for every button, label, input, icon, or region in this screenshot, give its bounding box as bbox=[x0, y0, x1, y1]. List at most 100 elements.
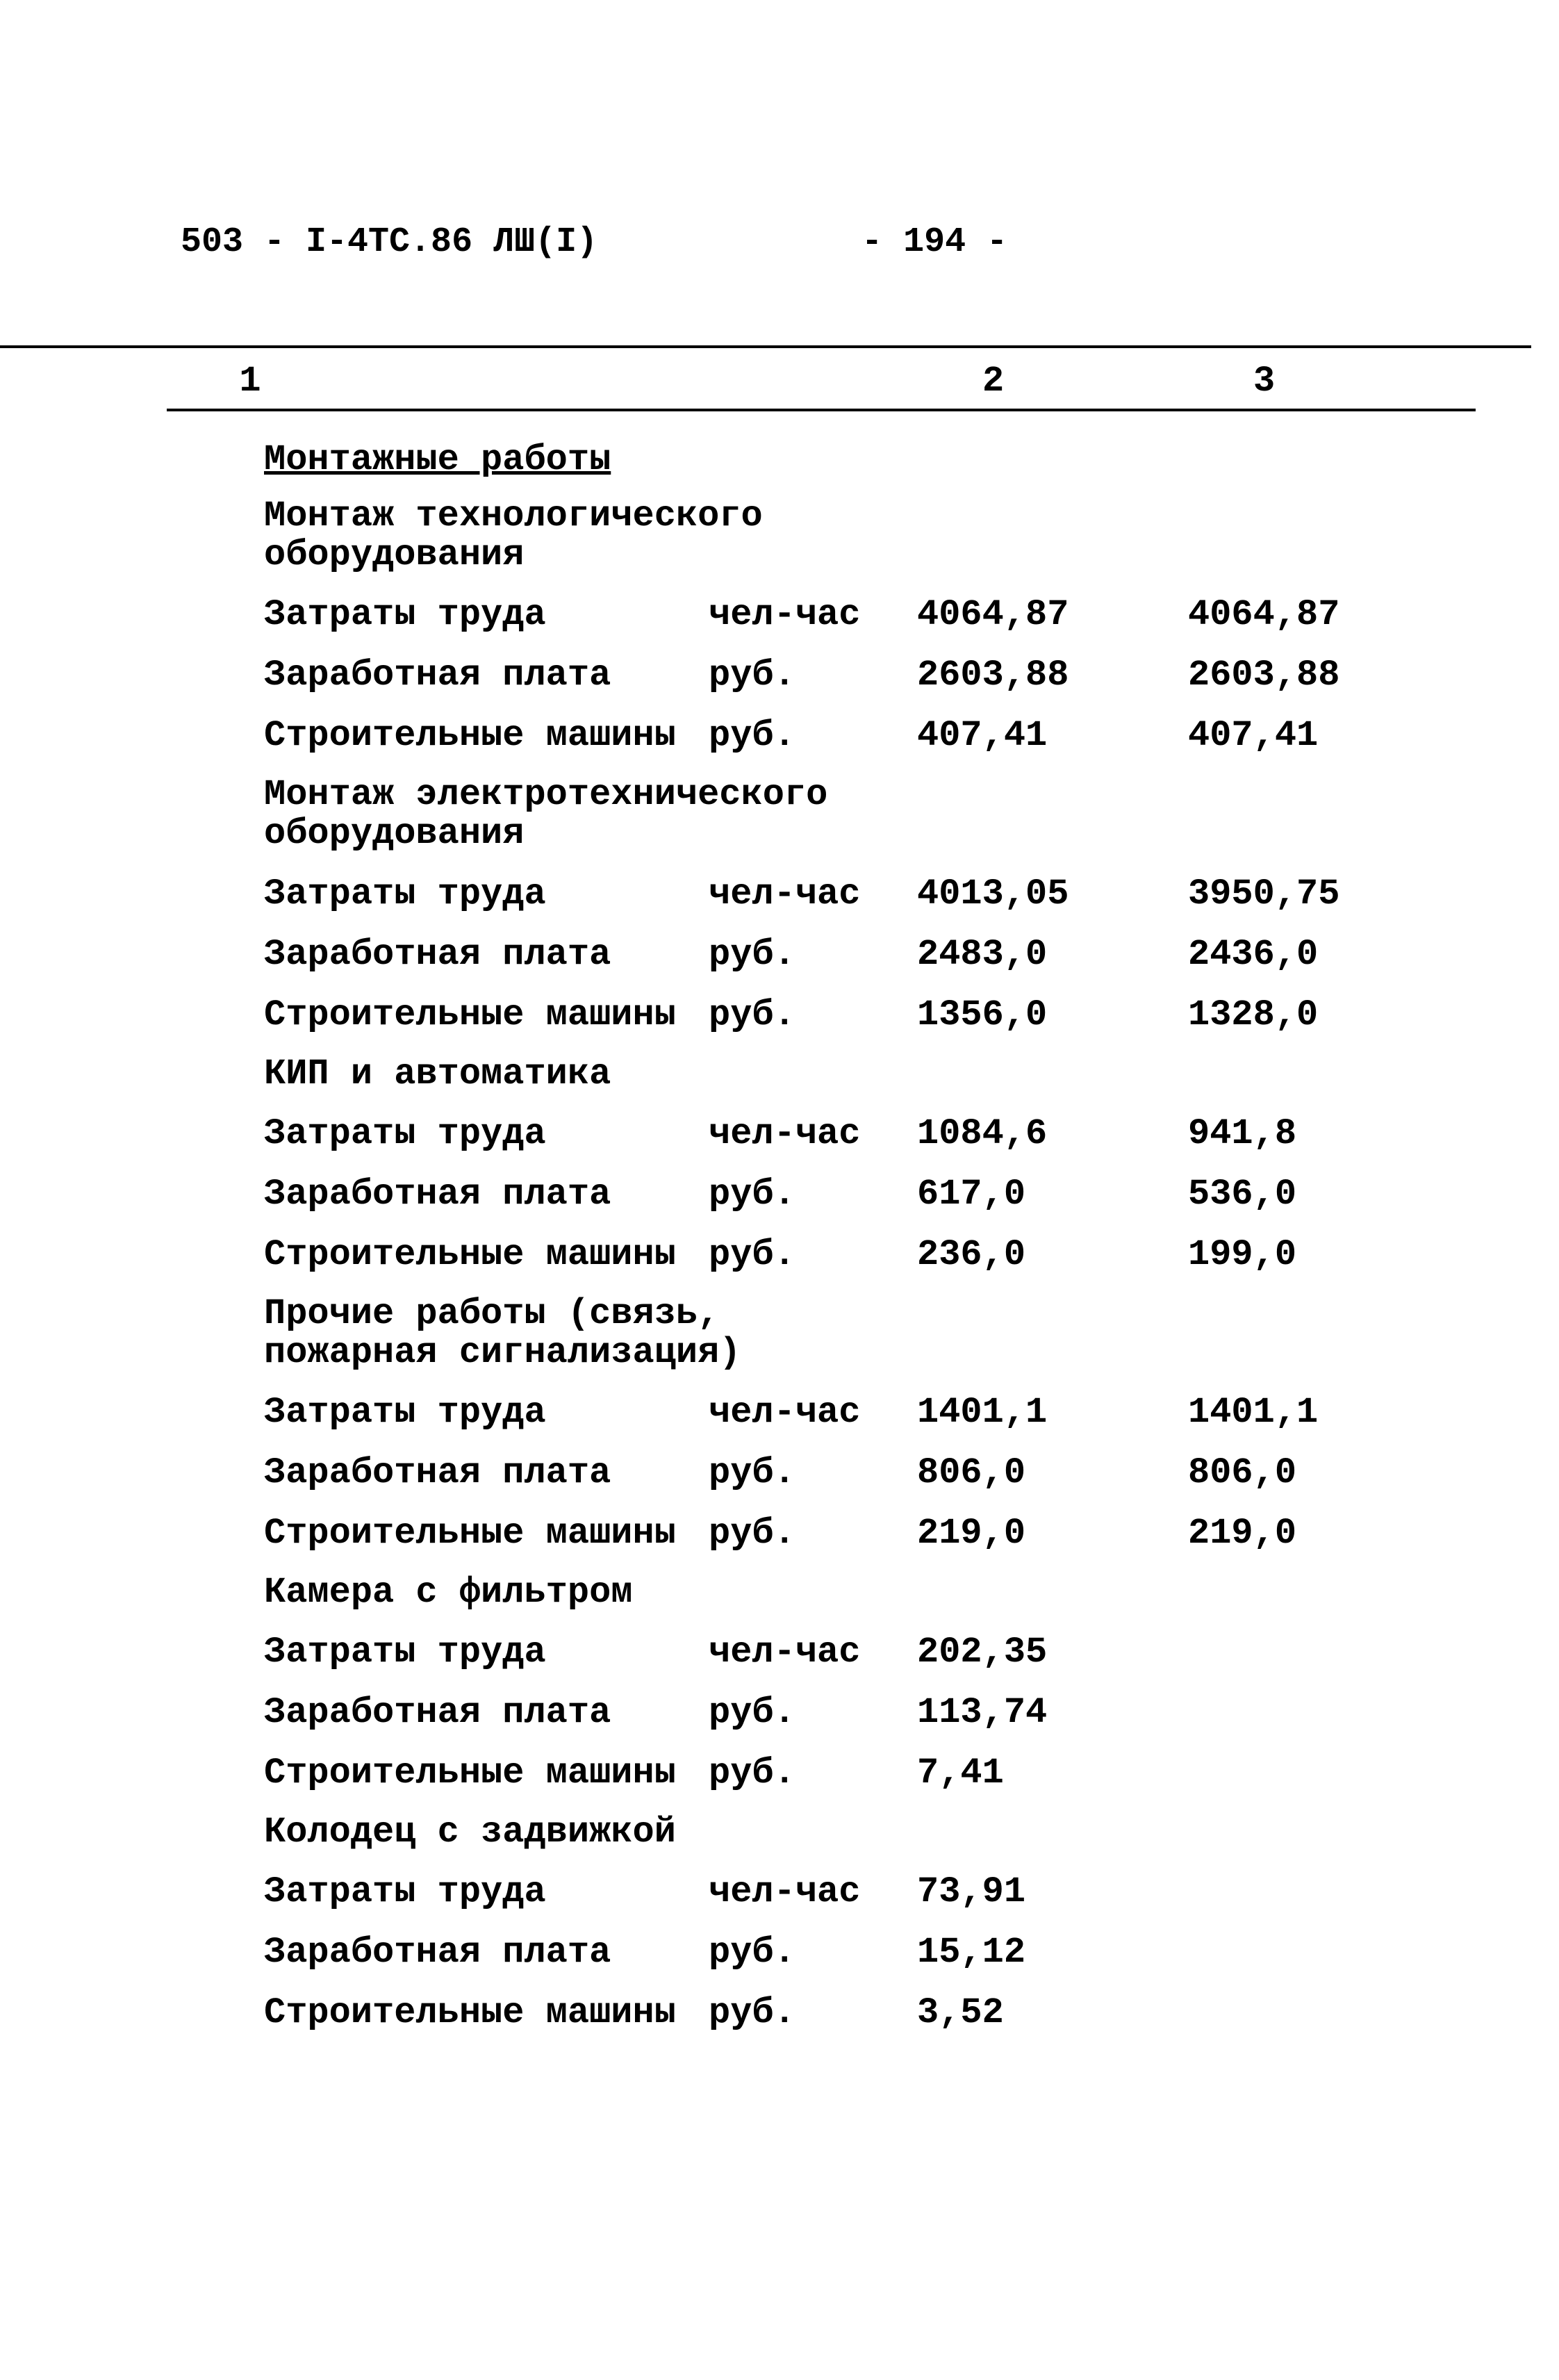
row-value-col2: 7,41 bbox=[917, 1753, 1188, 1794]
row-value-col2: 4013,05 bbox=[917, 873, 1188, 914]
row-value-col2: 1356,0 bbox=[917, 994, 1188, 1035]
row-value-col2: 3,52 bbox=[917, 1992, 1188, 2033]
row-value-col3: 219,0 bbox=[1188, 1513, 1410, 1554]
row-label: Строительные машины bbox=[139, 1753, 709, 1794]
row-value-col2: 202,35 bbox=[917, 1632, 1188, 1673]
row-value-col2: 2603,88 bbox=[917, 655, 1188, 696]
row-value-col2: 1084,6 bbox=[917, 1113, 1188, 1154]
doc-code: 503 - I-4ТС.86 ЛШ(I) bbox=[181, 222, 597, 262]
row-value-col3: 407,41 bbox=[1188, 715, 1410, 756]
document-page: 503 - I-4ТС.86 ЛШ(I) - 194 - 1 2 3 Монта… bbox=[0, 0, 1559, 2380]
row-unit: руб. bbox=[709, 715, 917, 756]
subsection-heading: КИП и автоматика bbox=[139, 1045, 834, 1103]
row-value-col2: 1401,1 bbox=[917, 1392, 1188, 1433]
column-header-row: 1 2 3 bbox=[167, 348, 1476, 411]
row-label: Заработная плата bbox=[139, 1932, 709, 1973]
row-label: Затраты труда bbox=[139, 594, 709, 635]
row-value-col3: 3950,75 bbox=[1188, 873, 1410, 914]
row-label: Строительные машины bbox=[139, 1992, 709, 2033]
table-row: Затраты трудачел-час1084,6941,8 bbox=[139, 1103, 1420, 1164]
page-number: - 194 - bbox=[861, 222, 1007, 262]
row-value-col2: 73,91 bbox=[917, 1871, 1188, 1912]
row-label: Затраты труда bbox=[139, 1871, 709, 1912]
row-unit: руб. bbox=[709, 1452, 917, 1493]
row-label: Заработная плата bbox=[139, 1692, 709, 1733]
row-unit: руб. bbox=[709, 1174, 917, 1215]
row-unit: чел-час bbox=[709, 873, 917, 914]
table-row: Заработная платаруб.806,0806,0 bbox=[139, 1443, 1420, 1503]
table-row: Строительные машиныруб.3,52 bbox=[139, 1983, 1420, 2043]
row-value-col2: 2483,0 bbox=[917, 934, 1188, 975]
row-label: Строительные машины bbox=[139, 994, 709, 1035]
row-value-col2: 15,12 bbox=[917, 1932, 1188, 1973]
table-row: Заработная платаруб.15,12 bbox=[139, 1922, 1420, 1983]
table-row: Строительные машиныруб.1356,01328,0 bbox=[139, 985, 1420, 1045]
table-row: Затраты трудачел-час1401,11401,1 bbox=[139, 1382, 1420, 1443]
table-row: Затраты трудачел-час202,35 bbox=[139, 1622, 1420, 1682]
row-label: Затраты труда bbox=[139, 1113, 709, 1154]
row-unit: руб. bbox=[709, 934, 917, 975]
row-unit: чел-час bbox=[709, 1392, 917, 1433]
page-header: 503 - I-4ТС.86 ЛШ(I) - 194 - bbox=[139, 222, 1420, 262]
row-value-col3: 806,0 bbox=[1188, 1452, 1410, 1493]
subsection-heading: Прочие работы (связь, пожарная сигнализа… bbox=[139, 1285, 834, 1382]
row-value-col2: 617,0 bbox=[917, 1174, 1188, 1215]
row-label: Строительные машины bbox=[139, 715, 709, 756]
section-title: Монтажные работы bbox=[139, 432, 1420, 487]
subsection-heading: Монтаж электротехнического оборудования bbox=[139, 766, 834, 863]
row-value-col3: 2603,88 bbox=[1188, 655, 1410, 696]
row-label: Затраты труда bbox=[139, 1392, 709, 1433]
col-header-1: 1 bbox=[167, 361, 333, 402]
row-label: Строительные машины bbox=[139, 1234, 709, 1275]
row-value-col2: 806,0 bbox=[917, 1452, 1188, 1493]
table-row: Строительные машиныруб.219,0219,0 bbox=[139, 1503, 1420, 1564]
row-unit: чел-час bbox=[709, 1632, 917, 1673]
row-value-col3: 941,8 bbox=[1188, 1113, 1410, 1154]
row-label: Заработная плата bbox=[139, 934, 709, 975]
row-unit: руб. bbox=[709, 994, 917, 1035]
table-row: Затраты трудачел-час4013,053950,75 bbox=[139, 864, 1420, 924]
row-unit: руб. bbox=[709, 655, 917, 696]
row-value-col3: 4064,87 bbox=[1188, 594, 1410, 635]
row-label: Заработная плата bbox=[139, 655, 709, 696]
table-row: Заработная платаруб.617,0536,0 bbox=[139, 1164, 1420, 1224]
table-row: Строительные машиныруб.7,41 bbox=[139, 1743, 1420, 1803]
row-label: Заработная плата bbox=[139, 1452, 709, 1493]
row-value-col2: 407,41 bbox=[917, 715, 1188, 756]
table-row: Заработная платаруб.113,74 bbox=[139, 1682, 1420, 1743]
row-unit: чел-час bbox=[709, 1871, 917, 1912]
row-value-col2: 236,0 bbox=[917, 1234, 1188, 1275]
row-value-col3: 2436,0 bbox=[1188, 934, 1410, 975]
row-unit: чел-час bbox=[709, 594, 917, 635]
row-value-col3: 536,0 bbox=[1188, 1174, 1410, 1215]
row-label: Строительные машины bbox=[139, 1513, 709, 1554]
row-unit: руб. bbox=[709, 1692, 917, 1733]
table-row: Затраты трудачел-час73,91 bbox=[139, 1862, 1420, 1922]
table-row: Строительные машиныруб.236,0199,0 bbox=[139, 1224, 1420, 1285]
row-value-col2: 219,0 bbox=[917, 1513, 1188, 1554]
row-value-col2: 113,74 bbox=[917, 1692, 1188, 1733]
row-unit: руб. bbox=[709, 1234, 917, 1275]
table-row: Затраты трудачел-час4064,874064,87 bbox=[139, 584, 1420, 645]
row-unit: руб. bbox=[709, 1513, 917, 1554]
row-label: Заработная плата bbox=[139, 1174, 709, 1215]
col-header-3: 3 bbox=[1253, 361, 1476, 402]
row-unit: руб. bbox=[709, 1753, 917, 1794]
subsection-heading: Колодец с задвижкой bbox=[139, 1803, 834, 1862]
table-body: Монтажные работыМонтаж технологического … bbox=[139, 432, 1420, 2043]
table-row: Строительные машиныруб.407,41407,41 bbox=[139, 705, 1420, 766]
table-row: Заработная платаруб.2603,882603,88 bbox=[139, 645, 1420, 705]
row-unit: чел-час bbox=[709, 1113, 917, 1154]
subsection-heading: Монтаж технологического оборудования bbox=[139, 487, 834, 584]
row-label: Затраты труда bbox=[139, 873, 709, 914]
col-header-2: 2 bbox=[982, 361, 1253, 402]
row-value-col3: 1328,0 bbox=[1188, 994, 1410, 1035]
row-value-col2: 4064,87 bbox=[917, 594, 1188, 635]
row-unit: руб. bbox=[709, 1992, 917, 2033]
row-unit: руб. bbox=[709, 1932, 917, 1973]
row-value-col3: 199,0 bbox=[1188, 1234, 1410, 1275]
row-label: Затраты труда bbox=[139, 1632, 709, 1673]
col-header-spacer bbox=[333, 361, 982, 402]
row-value-col3: 1401,1 bbox=[1188, 1392, 1410, 1433]
table-row: Заработная платаруб.2483,02436,0 bbox=[139, 924, 1420, 985]
